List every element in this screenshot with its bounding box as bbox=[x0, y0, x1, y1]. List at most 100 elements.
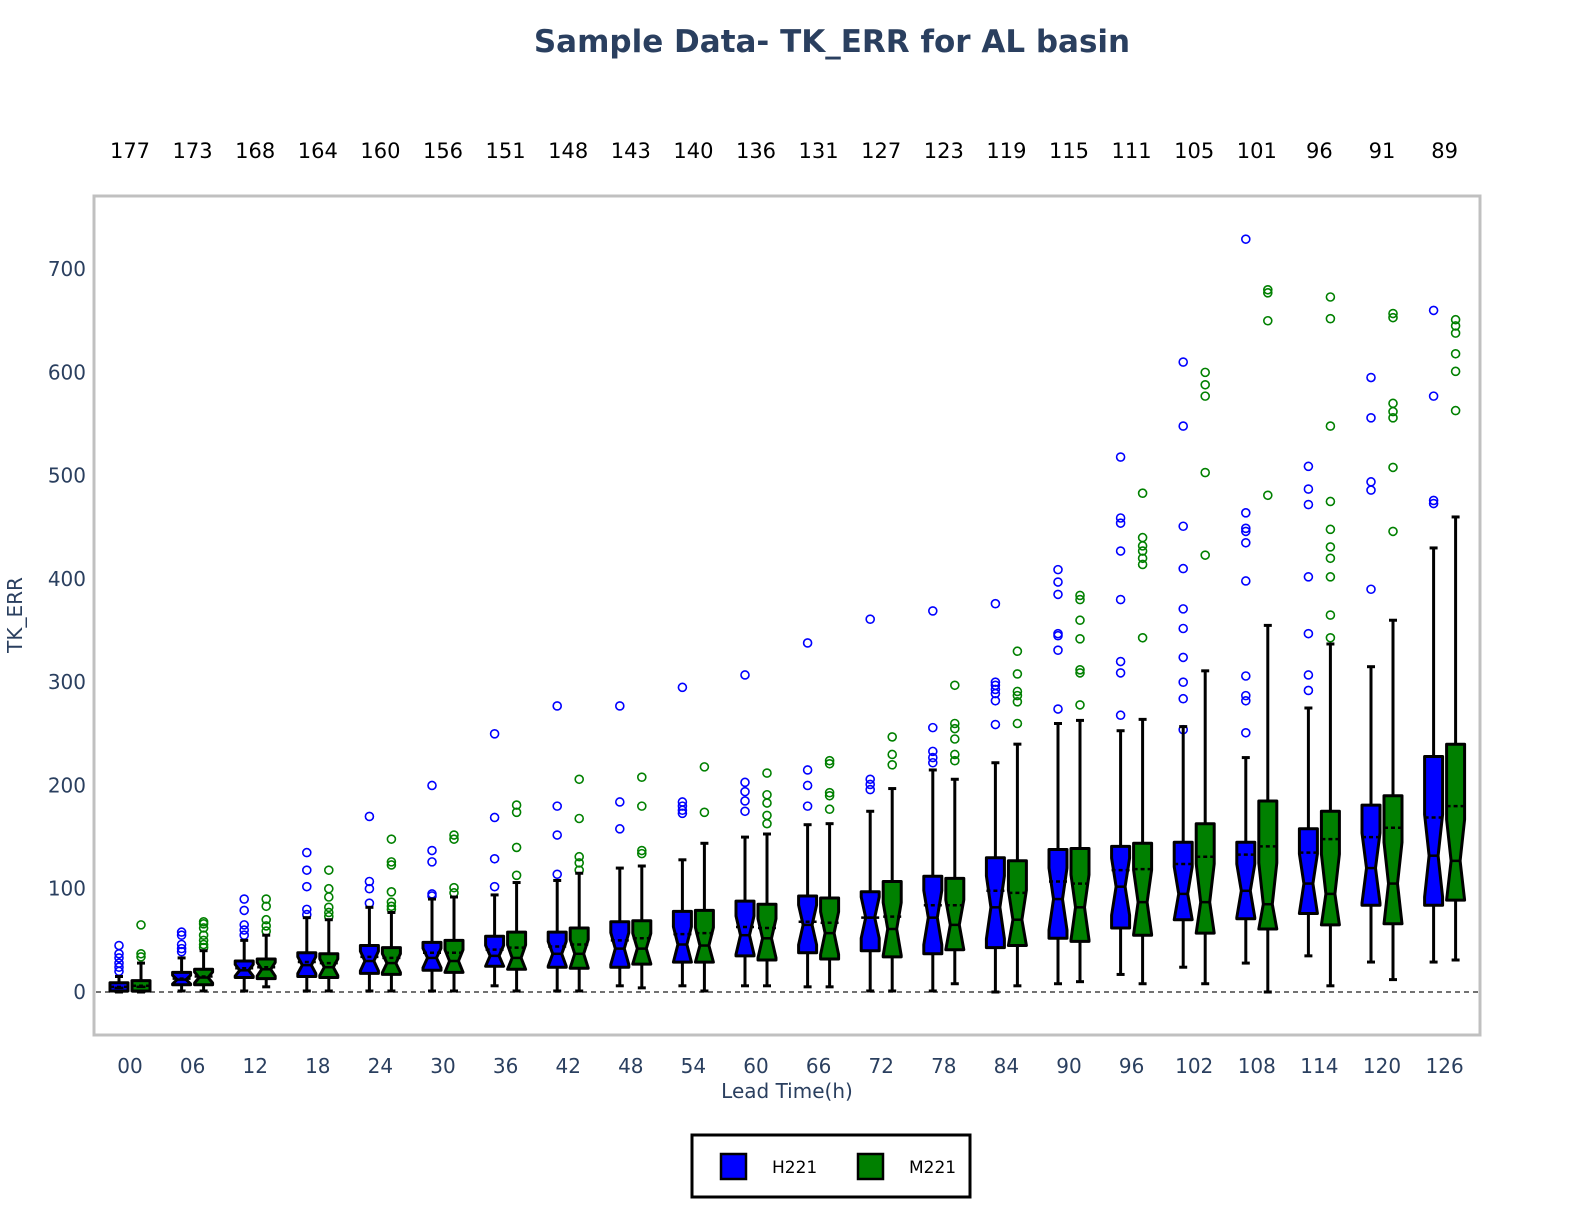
outlier-point-m221 bbox=[1263, 315, 1273, 326]
outlier-point-m221 bbox=[824, 758, 835, 769]
outlier-point-h221 bbox=[740, 786, 750, 797]
box-h221 bbox=[233, 938, 255, 993]
outlier-point-h221 bbox=[990, 677, 1001, 687]
sample-count-label: 111 bbox=[1112, 139, 1152, 163]
box-body bbox=[1257, 799, 1279, 931]
outlier-point-m221 bbox=[261, 914, 272, 925]
outlier-point-h221 bbox=[1366, 477, 1376, 487]
outlier-point-h221 bbox=[1115, 513, 1126, 523]
box-body bbox=[1132, 841, 1154, 937]
box-plots bbox=[108, 515, 1467, 994]
plot-frame bbox=[92, 194, 1482, 1037]
box-body bbox=[484, 934, 506, 968]
sample-count-label: 143 bbox=[611, 139, 651, 163]
box-h221 bbox=[484, 893, 506, 988]
outlier-point-m221 bbox=[887, 732, 898, 742]
outlier-points bbox=[114, 234, 1461, 977]
outlier-point-h221 bbox=[1178, 521, 1188, 532]
outlier-point-m221 bbox=[1325, 421, 1336, 431]
sample-count-label: 131 bbox=[799, 139, 839, 163]
box-h221 bbox=[1423, 546, 1445, 964]
outlier-point-h221 bbox=[176, 930, 187, 941]
outlier-point-m221 bbox=[1137, 488, 1148, 499]
outlier-point-m221 bbox=[1012, 690, 1023, 701]
box-body bbox=[1194, 822, 1216, 935]
outlier-point-m221 bbox=[949, 749, 960, 760]
outlier-point-h221 bbox=[990, 680, 1001, 691]
box-h221 bbox=[358, 905, 380, 993]
sample-count-label: 160 bbox=[360, 139, 400, 163]
box-m221 bbox=[1445, 515, 1467, 962]
sample-count-label: 151 bbox=[486, 139, 526, 163]
outlier-point-m221 bbox=[511, 800, 522, 810]
outlier-point-m221 bbox=[636, 772, 647, 782]
box-h221 bbox=[734, 835, 756, 988]
y-tick-label: 600 bbox=[48, 360, 86, 384]
outlier-point-m221 bbox=[1075, 590, 1085, 601]
box-m221 bbox=[881, 787, 903, 993]
outlier-point-m221 bbox=[198, 939, 209, 950]
box-body bbox=[1006, 859, 1028, 947]
outlier-point-m221 bbox=[887, 749, 898, 760]
outlier-point-h221 bbox=[176, 927, 187, 937]
legend-swatch-h221[interactable] bbox=[719, 1152, 748, 1181]
box-m221 bbox=[819, 822, 841, 989]
sample-count-label: 96 bbox=[1306, 139, 1333, 163]
outlier-point-h221 bbox=[1303, 461, 1314, 472]
box-body bbox=[881, 880, 903, 959]
box-h221 bbox=[1047, 721, 1069, 986]
outlier-point-h221 bbox=[301, 847, 312, 858]
box-m221 bbox=[1382, 618, 1404, 982]
outlier-point-h221 bbox=[1366, 372, 1376, 383]
outlier-point-h221 bbox=[364, 811, 375, 822]
outlier-point-h221 bbox=[1428, 495, 1439, 506]
outlier-point-m221 bbox=[1075, 634, 1085, 644]
box-body bbox=[1047, 848, 1069, 940]
outlier-point-h221 bbox=[614, 824, 625, 834]
y-tick-label: 200 bbox=[48, 773, 86, 797]
box-body bbox=[546, 930, 568, 969]
y-tick-label: 400 bbox=[48, 567, 86, 591]
outlier-point-h221 bbox=[1178, 563, 1188, 574]
outlier-point-h221 bbox=[114, 940, 124, 951]
outlier-point-h221 bbox=[1053, 704, 1063, 714]
outlier-point-m221 bbox=[1075, 700, 1085, 710]
x-tick-label: 108 bbox=[1238, 1054, 1276, 1078]
box-m221 bbox=[318, 918, 340, 993]
box-h221 bbox=[797, 823, 819, 989]
outlier-point-h221 bbox=[802, 638, 813, 648]
outlier-point-h221 bbox=[1428, 391, 1439, 401]
box-m221 bbox=[631, 864, 653, 990]
outlier-point-h221 bbox=[740, 670, 750, 680]
outlier-point-h221 bbox=[1241, 508, 1251, 518]
box-m221 bbox=[1069, 718, 1091, 984]
outlier-point-h221 bbox=[1178, 604, 1188, 614]
box-h221 bbox=[108, 975, 130, 994]
outlier-point-h221 bbox=[802, 801, 813, 811]
legend: H221 M221 bbox=[690, 1133, 972, 1199]
legend-swatch-m221[interactable] bbox=[856, 1152, 885, 1181]
box-body bbox=[443, 938, 465, 974]
x-tick-label: 72 bbox=[868, 1054, 893, 1078]
outlier-point-h221 bbox=[114, 953, 124, 963]
outlier-point-m221 bbox=[1325, 292, 1336, 302]
box-body bbox=[609, 920, 631, 969]
outlier-point-h221 bbox=[740, 796, 750, 806]
box-body bbox=[380, 946, 402, 976]
outlier-point-m221 bbox=[323, 902, 334, 913]
outlier-point-m221 bbox=[511, 870, 522, 881]
outlier-point-h221 bbox=[427, 780, 437, 791]
legend-label-m221: M221 bbox=[909, 1158, 956, 1178]
outlier-point-m221 bbox=[949, 680, 960, 691]
outlier-point-m221 bbox=[1137, 546, 1148, 556]
outlier-point-h221 bbox=[301, 865, 312, 875]
box-body bbox=[1319, 809, 1341, 927]
x-axis: 00 06 12 18 24 30 36 42 48 54 60 66 72 78 84 90 96 102 108… bbox=[117, 1054, 1463, 1078]
outlier-point-h221 bbox=[1115, 710, 1126, 721]
box-body bbox=[944, 876, 966, 952]
outlier-point-h221 bbox=[1053, 589, 1063, 600]
box-h221 bbox=[922, 768, 944, 993]
outlier-point-m221 bbox=[762, 810, 772, 821]
x-tick-label: 120 bbox=[1363, 1054, 1401, 1078]
